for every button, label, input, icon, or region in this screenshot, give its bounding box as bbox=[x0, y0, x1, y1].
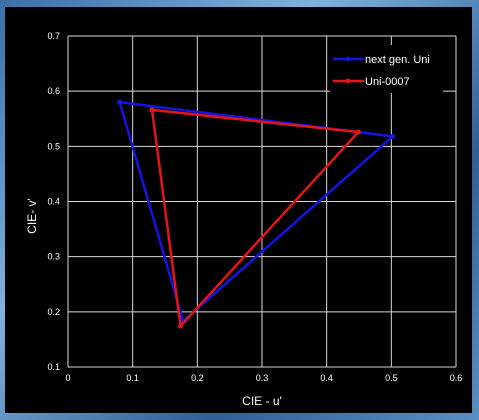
x-tick-label: 0.1 bbox=[126, 373, 139, 383]
legend: next gen. Uni Uni-0007 bbox=[330, 45, 443, 93]
y-tick-label: 0.1 bbox=[47, 362, 60, 372]
legend-label-next-gen: next gen. Uni bbox=[365, 54, 430, 66]
y-axis-label: CIE- v' bbox=[25, 198, 39, 234]
chart-frame: 0 0.1 0.2 0.3 0.4 0.5 0.6 0.1 0.2 0.3 0.4 0.5 0.6 0.… bbox=[5, 7, 472, 413]
legend-marker-uni-0007 bbox=[345, 78, 351, 84]
cie-chart: 0 0.1 0.2 0.3 0.4 0.5 0.6 0.10.20.30.40.50.60.… bbox=[25, 31, 462, 408]
series-line-1 bbox=[150, 108, 361, 329]
series-0-point bbox=[390, 133, 396, 139]
x-tick-label: 0.3 bbox=[256, 373, 269, 383]
x-tick-label: 0.6 bbox=[450, 373, 463, 383]
x-tick-label: 0.4 bbox=[320, 373, 333, 383]
y-ticks: 0.1 0.2 0.3 0.4 0.5 0.6 0.7 bbox=[47, 31, 60, 372]
x-tick-label: 0.5 bbox=[385, 373, 398, 383]
series-1-point bbox=[178, 323, 184, 329]
y-tick-label: 0.7 bbox=[47, 31, 60, 41]
y-tick-label: 0.5 bbox=[47, 141, 60, 151]
series-line-0 bbox=[118, 100, 396, 324]
x-tick-label: 0 bbox=[65, 373, 70, 383]
legend-label-uni-0007: Uni-0007 bbox=[365, 76, 410, 88]
y-tick-label: 0.4 bbox=[47, 197, 60, 207]
x-tick-label: 0.2 bbox=[191, 373, 204, 383]
series-1-point bbox=[355, 129, 361, 135]
series-0-point bbox=[117, 99, 123, 105]
x-ticks: 0 0.1 0.2 0.3 0.4 0.5 0.6 bbox=[65, 373, 462, 383]
x-axis-label: CIE - u' bbox=[242, 394, 282, 408]
series-layer bbox=[117, 99, 396, 329]
y-tick-label: 0.6 bbox=[47, 86, 60, 96]
legend-box bbox=[330, 45, 443, 93]
series-1-point bbox=[149, 107, 155, 113]
legend-marker-next-gen bbox=[345, 56, 351, 62]
y-tick-label: 0.2 bbox=[47, 307, 60, 317]
y-tick-label: 0.3 bbox=[47, 252, 60, 262]
